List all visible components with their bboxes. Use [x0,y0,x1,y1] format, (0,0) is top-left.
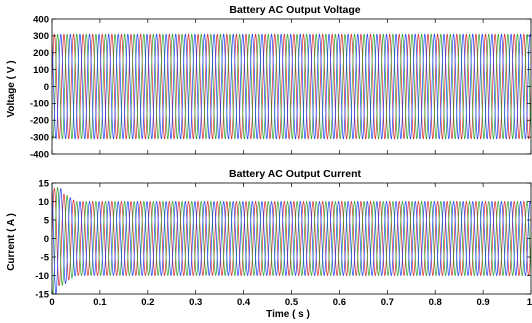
y-tick-label: -15 [35,289,49,300]
y-tick-label: -200 [30,116,49,127]
x-tick-label: 0.7 [381,297,394,308]
x-tick-label: 0.6 [333,297,346,308]
current-chart-title: Battery AC Output Current [229,168,362,180]
x-tick-label: 0.2 [141,297,154,308]
current-panel: Battery AC Output Current -15-10-5051015… [6,168,532,320]
series-line-3 [52,185,531,294]
y-tick-label: 400 [33,14,49,25]
x-tick-label: 0.4 [237,297,251,308]
y-tick-label: 5 [44,215,50,226]
x-tick-label: 0.8 [429,297,442,308]
y-tick-label: -100 [30,99,49,110]
x-tick-label: 0 [49,297,54,308]
y-tick-label: -5 [41,252,50,263]
y-tick-label: 0 [44,234,49,245]
x-tick-label: 0.3 [189,297,202,308]
y-tick-label: 0 [44,82,49,93]
voltage-y-axis-label: Voltage ( V ) [6,60,17,117]
series-line-3 [52,33,531,140]
y-tick-label: 200 [33,48,49,59]
voltage-plot-area: -400 -300 -200 -100 0 100 200 300 400 [30,14,532,160]
y-tick-label: 10 [38,197,49,208]
series-line-1 [52,33,531,140]
y-tick-label: 15 [38,178,49,189]
y-tick-label: -300 [30,132,49,143]
x-tick-label: 0.9 [476,297,489,308]
y-tick-label: 300 [33,31,49,42]
series-line-2 [52,186,531,294]
y-tick-label: -400 [30,149,49,160]
x-axis-label: Time ( s ) [266,309,310,320]
y-tick-label: 100 [33,65,49,76]
current-y-axis-label: Current ( A ) [6,213,17,271]
voltage-panel: Battery AC Output Voltage -400 -300 -200 -1… [6,4,532,160]
x-tick-label: 1 [527,297,532,308]
x-tick-label: 0.1 [93,297,107,308]
voltage-chart-title: Battery AC Output Voltage [229,4,360,16]
y-tick-label: -10 [35,271,49,282]
series-line-2 [52,33,531,140]
x-tick-label: 0.5 [285,297,299,308]
current-plot-area: -15 -10 -5 0 5 10 15 0 0.1 0.2 0.3 0.4 0.5 0.6 0.7 0.8 0… [35,178,532,308]
series-line-1 [52,187,531,287]
